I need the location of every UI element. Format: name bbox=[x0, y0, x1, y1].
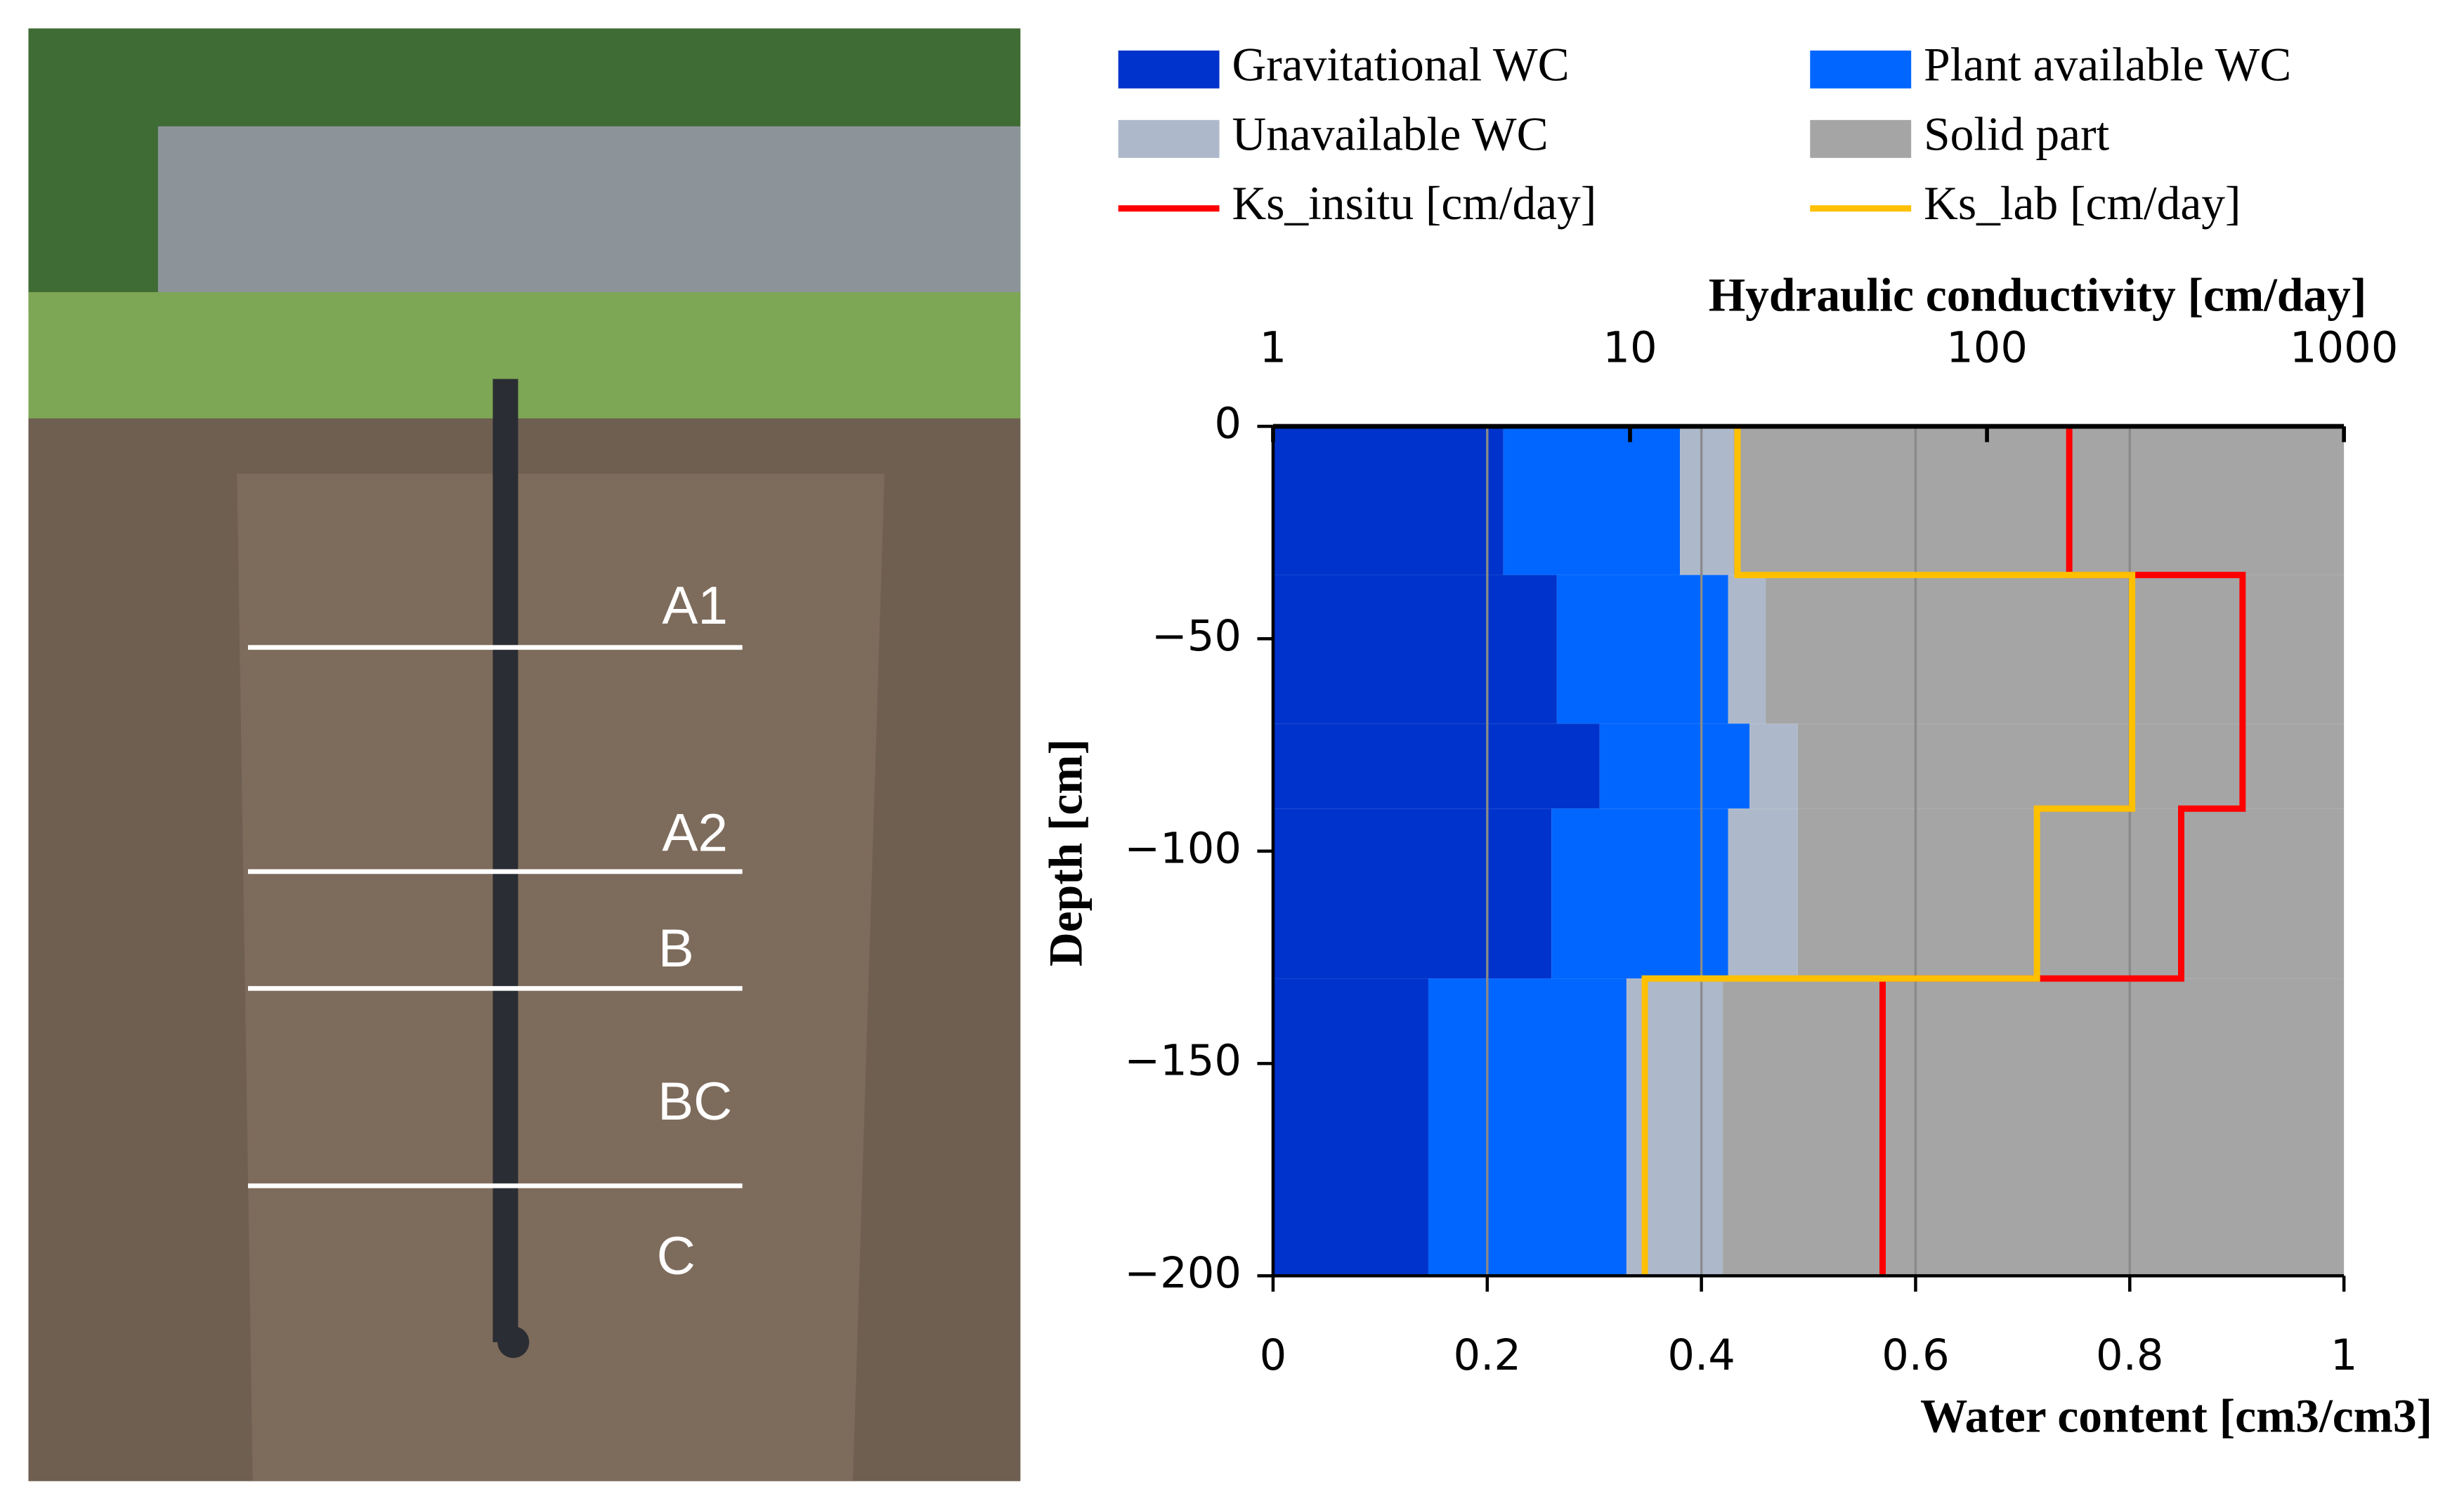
x-tick-label: 0 bbox=[1260, 1331, 1287, 1380]
horizon-label: B bbox=[658, 919, 694, 978]
legend-label: Solid part bbox=[1924, 107, 2109, 160]
bar-segment bbox=[1272, 723, 1600, 809]
x-tick-label: 1 bbox=[2331, 1331, 2358, 1380]
legend-label: Ks_lab [cm/day] bbox=[1924, 177, 2241, 230]
bar-segment bbox=[1723, 978, 2345, 1276]
x-tick-label: 0.8 bbox=[2096, 1331, 2164, 1380]
grass bbox=[28, 291, 1021, 419]
bar-segment bbox=[1551, 808, 1728, 979]
x2-tick-label: 100 bbox=[1946, 324, 2028, 373]
ruler-hook bbox=[497, 1326, 530, 1358]
bar-segment bbox=[1272, 978, 1428, 1276]
bar-segment bbox=[1766, 575, 2345, 724]
legend-swatch bbox=[1810, 119, 1912, 158]
legend-swatch bbox=[1810, 50, 1912, 89]
y-tick-label: −200 bbox=[1124, 1249, 1241, 1298]
bar-segment bbox=[1680, 426, 1734, 575]
line-series bbox=[1641, 426, 2136, 1276]
bar-segment bbox=[1728, 808, 1798, 979]
legend-label: Unavailable WC bbox=[1232, 107, 1549, 160]
legend-swatch bbox=[1118, 119, 1220, 158]
legend-label: Plant available WC bbox=[1924, 38, 2291, 91]
bar-segment bbox=[1749, 723, 1798, 809]
x2-tick-label: 1000 bbox=[2290, 324, 2398, 373]
horizon-label: C bbox=[657, 1226, 696, 1286]
horizon-label: A2 bbox=[662, 804, 727, 863]
legend-label: Ks_insitu [cm/day] bbox=[1232, 177, 1597, 230]
bar-segment bbox=[1272, 426, 1504, 575]
legend-label: Gravitational WC bbox=[1232, 38, 1570, 91]
bar-segment bbox=[1797, 723, 2345, 809]
x-axis-title: Water content [cm3/cm3] bbox=[1920, 1390, 2432, 1443]
bar-segment bbox=[1556, 575, 1728, 724]
x2-axis-title: Hydraulic conductivity [cm/day] bbox=[1709, 269, 2367, 322]
bar-segment bbox=[1272, 575, 1557, 724]
y-tick-label: −50 bbox=[1152, 612, 1241, 661]
fence bbox=[157, 126, 1021, 308]
x-tick-label: 0.4 bbox=[1667, 1331, 1735, 1380]
bar-segment bbox=[1797, 808, 2345, 979]
bar-segment bbox=[1733, 426, 2345, 575]
x-tick-label: 0.6 bbox=[1882, 1331, 1950, 1380]
bar-segment bbox=[1428, 978, 1627, 1276]
horizon-label: BC bbox=[658, 1072, 732, 1132]
bar-segment bbox=[1272, 808, 1552, 979]
x-tick-label: 0.2 bbox=[1454, 1331, 1522, 1380]
bar-segment bbox=[1626, 978, 1723, 1276]
photo: A1 A2 B BC C bbox=[28, 28, 1021, 1481]
pit-face bbox=[237, 473, 885, 1481]
horizon-label: A1 bbox=[662, 576, 727, 636]
x2-tick-label: 10 bbox=[1603, 324, 1657, 373]
legend-swatch bbox=[1118, 50, 1220, 89]
x2-tick-label: 1 bbox=[1260, 324, 1287, 373]
y-tick-label: 0 bbox=[1214, 400, 1241, 449]
ruler bbox=[493, 379, 519, 1342]
y-tick-label: −150 bbox=[1124, 1037, 1241, 1086]
bar-segment bbox=[1728, 575, 1766, 724]
bar-segment bbox=[1599, 723, 1750, 809]
y-axis-title: Depth [cm] bbox=[1040, 739, 1093, 966]
y-tick-label: −100 bbox=[1124, 824, 1241, 873]
bar-segment bbox=[1503, 426, 1681, 575]
